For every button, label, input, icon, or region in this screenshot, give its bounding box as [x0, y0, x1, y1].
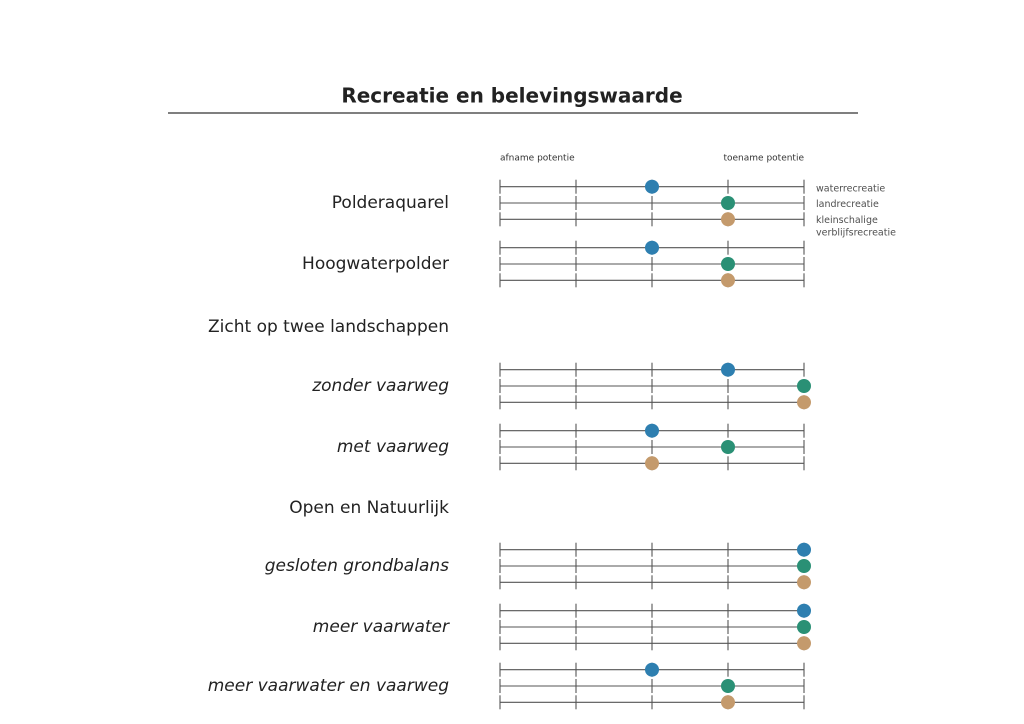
dot: [797, 636, 811, 651]
dot: [721, 440, 735, 454]
dot: [645, 662, 659, 677]
dot: [645, 240, 659, 255]
dot: [721, 257, 735, 271]
row-label: meer vaarwater: [313, 617, 450, 637]
dot: [645, 423, 659, 438]
legend-entry: landrecreatie: [816, 199, 879, 210]
dot: [797, 620, 811, 634]
row-label: Open en Natuurlijk: [289, 498, 449, 518]
dot: [797, 603, 811, 618]
legend-entry: kleinschalige verblijfsrecreatie: [816, 215, 896, 239]
row-label: Zicht op twee landschappen: [208, 317, 449, 337]
dot: [721, 679, 735, 693]
dot: [645, 456, 659, 471]
row-label: met vaarweg: [337, 437, 449, 457]
row-label: zonder vaarweg: [311, 376, 449, 396]
axis-end-label: toename potentie: [723, 154, 804, 164]
dot: [797, 575, 811, 590]
dot: [797, 395, 811, 410]
dot: [797, 559, 811, 573]
row-label: gesloten grondbalans: [265, 556, 449, 576]
axis-start-label: afname potentie: [500, 154, 575, 164]
dot: [645, 179, 659, 194]
row-label: Polderaquarel: [332, 193, 449, 213]
row-label: Hoogwaterpolder: [302, 254, 449, 274]
dot: [721, 695, 735, 710]
dot: [721, 362, 735, 377]
legend-entry: waterrecreatie: [816, 184, 885, 195]
dot: [721, 273, 735, 288]
row-label: meer vaarwater en vaarweg: [208, 676, 449, 696]
dot: [797, 542, 811, 557]
dot: [797, 379, 811, 393]
chart-title: Recreatie en belevingswaarde: [341, 84, 682, 108]
dot: [721, 212, 735, 227]
dot: [721, 196, 735, 210]
